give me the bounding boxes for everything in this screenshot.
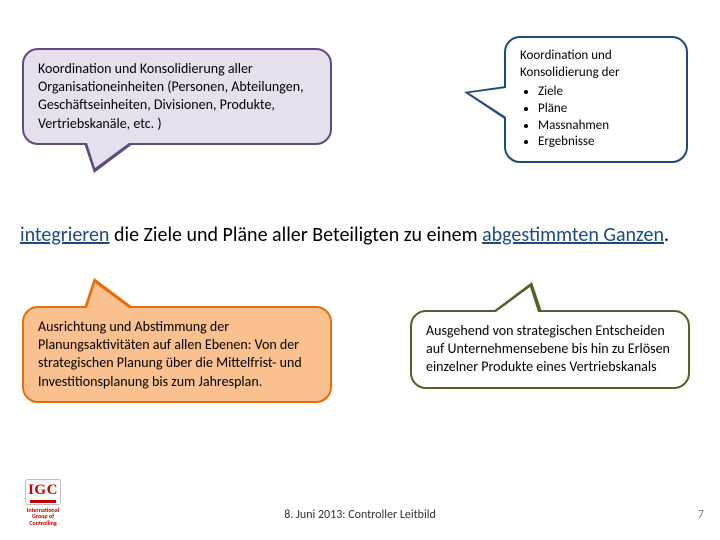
list-item: Ziele [538, 84, 672, 101]
speech-bubble-top-left: Koordination und Konsolidierung aller Or… [22, 48, 332, 145]
speech-bubble-top-right: Koordination und Konsolidierung der Ziel… [504, 36, 688, 163]
bubble-tr-list: Ziele Pläne Massnahmen Ergebnisse [520, 84, 672, 152]
bubble-tl-text: Koordination und Konsolidierung aller Or… [38, 60, 304, 132]
list-item: Ergebnisse [538, 134, 672, 151]
main-sentence: integrieren die Ziele und Pläne aller Be… [20, 222, 700, 248]
speech-bubble-bottom-left: Ausrichtung und Abstimmung der Planungsa… [22, 306, 332, 403]
keyword-integrieren: integrieren [20, 223, 109, 247]
list-item: Pläne [538, 101, 672, 118]
bubble-bl-text: Ausrichtung und Abstimmung der Planungsa… [38, 318, 302, 390]
footer-date-line: 8. Juni 2013: Controller Leitbild [0, 508, 720, 522]
footer-page-number: 7 [698, 508, 704, 522]
sentence-tail: . [664, 223, 669, 247]
logo-bar [30, 500, 56, 503]
bubble-br-text: Ausgehend von strategischen Entscheiden … [426, 322, 670, 375]
keyword-abgestimmten-ganzen: abgestimmten Ganzen [482, 223, 664, 247]
list-item: Massnahmen [538, 118, 672, 135]
logo-abbr: IGC [28, 482, 58, 499]
speech-bubble-bottom-right: Ausgehend von strategischen Entscheiden … [410, 310, 690, 389]
sentence-mid: die Ziele und Pläne aller Beteiligten zu… [109, 223, 482, 247]
bubble-tr-lead: Koordination und Konsolidierung der [520, 48, 672, 82]
